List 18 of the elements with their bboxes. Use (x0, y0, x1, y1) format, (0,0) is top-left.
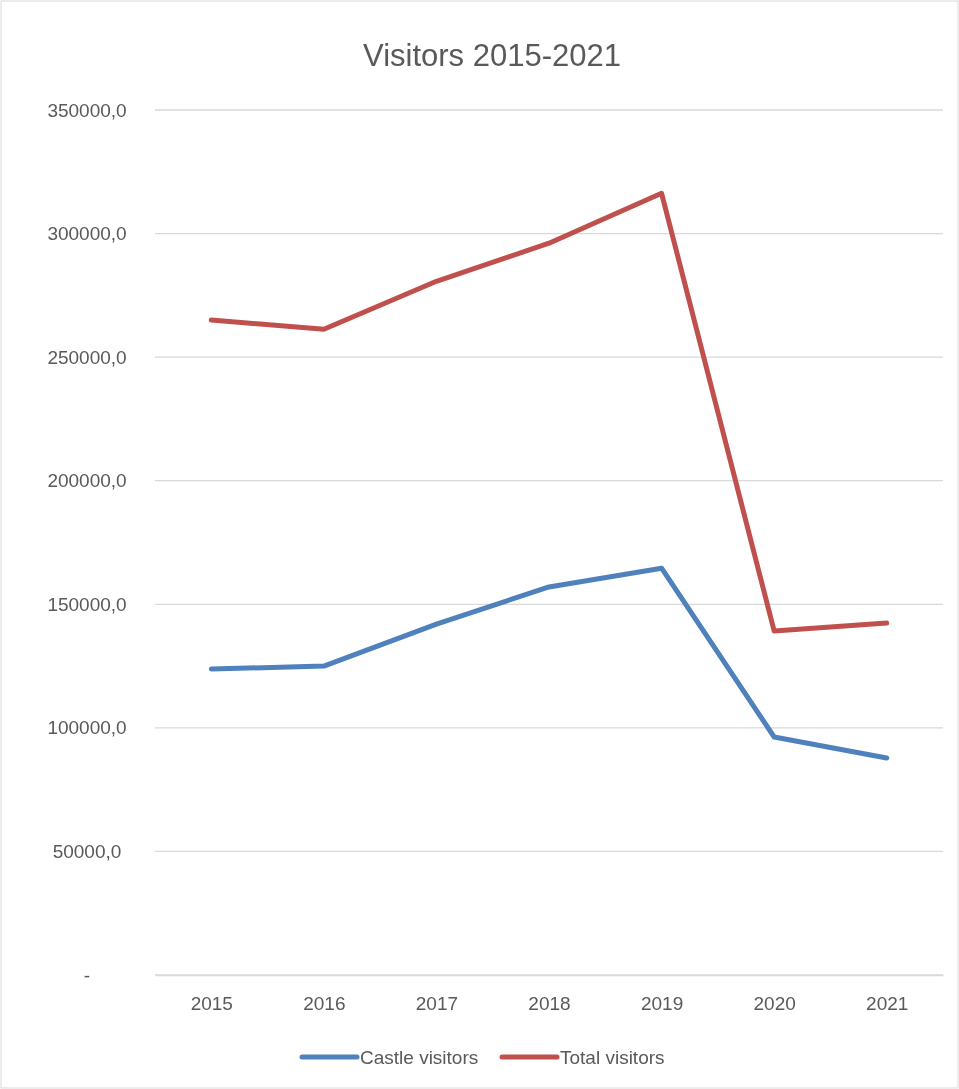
x-tick-label: 2019 (640, 993, 684, 1015)
x-tick-label: 2018 (528, 993, 571, 1015)
y-tick-label: 300000,0 (47, 223, 127, 245)
y-tick-label: 50000,0 (52, 841, 122, 863)
y-tick-label: 100000,0 (47, 717, 127, 739)
y-tick-label: - (83, 964, 91, 986)
y-tick-label: 350000,0 (47, 99, 127, 121)
y-tick-label: 150000,0 (47, 593, 127, 615)
x-tick-label: 2020 (753, 993, 796, 1015)
x-tick-label: 2016 (303, 993, 346, 1015)
legend-label: Total visitors (560, 1047, 665, 1068)
legend-label: Castle visitors (360, 1047, 479, 1068)
x-tick-label: 2021 (866, 993, 909, 1015)
x-tick-label: 2017 (415, 993, 459, 1015)
y-tick-label: 200000,0 (47, 470, 127, 492)
y-tick-label: 250000,0 (47, 346, 127, 368)
chart-title: Visitors 2015-2021 (363, 38, 621, 73)
x-tick-label: 2015 (190, 993, 233, 1015)
